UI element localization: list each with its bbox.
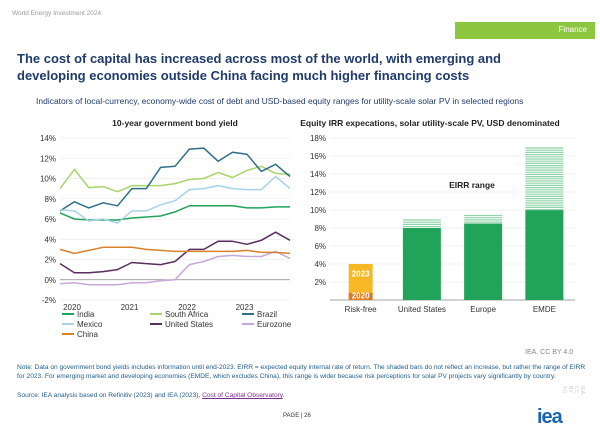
y-tick-label: 10%: [40, 175, 56, 184]
right-chart-title: Equity IRR expecations, solar utility-sc…: [300, 118, 559, 128]
legend-label: Mexico: [77, 320, 103, 329]
legend-label: China: [77, 330, 98, 339]
eirr-range-annotation: EIRR range: [449, 180, 495, 190]
y-tick-label: 8%: [44, 195, 56, 204]
left-chart-title: 10-year government bond yield: [112, 118, 238, 128]
x-tick-label: 2021: [121, 303, 139, 312]
y-tick-label: 14%: [310, 170, 326, 179]
riskfree-2023-label: 2023: [352, 270, 370, 279]
y-tick-label: 2%: [314, 278, 326, 287]
y-tick-label: 8%: [314, 224, 326, 233]
y-tick-label: 16%: [310, 152, 326, 161]
series-line-brazil: [59, 147, 291, 212]
eirr-bar: [525, 210, 564, 300]
y-tick-label: 4%: [44, 235, 56, 244]
riskfree-2020-label: 2020: [352, 292, 370, 301]
y-tick-label: 12%: [40, 154, 56, 163]
eirr-range-bg: [464, 214, 503, 224]
y-tick-label: 14%: [40, 134, 56, 143]
eirr-bar: [464, 223, 503, 300]
eirr-bar: [402, 228, 441, 300]
report-name: World Energy Investment 2024: [12, 10, 102, 17]
x-tick-label: 2023: [236, 303, 254, 312]
page-subtitle: Indicators of local-currency, economy-wi…: [36, 96, 524, 106]
section-tag: Finance: [455, 22, 595, 39]
category-label: EMDE: [533, 305, 556, 314]
series-line-india: [59, 205, 290, 221]
legend-label: Eurozone: [257, 320, 292, 329]
y-tick-label: -2%: [42, 296, 56, 305]
y-tick-label: 4%: [314, 260, 326, 269]
legend-label: South Africa: [165, 310, 209, 319]
page-number: PAGE | 26: [283, 413, 311, 419]
x-tick-label: 2022: [178, 303, 196, 312]
series-line-south-africa: [59, 165, 291, 193]
category-label: Risk-free: [345, 305, 378, 314]
iea-logo: iea: [537, 406, 563, 428]
legend-label: India: [77, 310, 95, 319]
y-tick-label: 2%: [44, 256, 56, 265]
y-tick-label: 6%: [44, 215, 56, 224]
y-tick-label: 10%: [310, 206, 326, 215]
series-line-mexico: [59, 175, 291, 224]
category-label: United States: [398, 305, 446, 314]
series-line-china: [59, 246, 291, 255]
y-tick-label: 18%: [310, 134, 326, 143]
page-title: The cost of capital has increased across…: [17, 51, 501, 83]
y-tick-label: 6%: [314, 242, 326, 251]
source-line: Source: IEA analysis based on Refinitiv …: [17, 392, 284, 399]
riskfree-2020-bar: [348, 292, 373, 300]
x-tick-label: 2020: [63, 303, 81, 312]
legend-label: United States: [165, 320, 213, 329]
source-suffix: .: [282, 392, 285, 399]
source-prefix: Source: IEA analysis based on Refinitiv …: [17, 392, 203, 399]
source-link[interactable]: Cost of Capital Observatory: [202, 392, 283, 399]
y-tick-label: 0%: [44, 276, 56, 285]
charts-canvas: 10-year government bond yield -2% 0% 2% 4% 6%…: [40, 118, 575, 339]
section-label: Finance: [558, 25, 587, 34]
riskfree-2023-bar: [348, 264, 373, 293]
y-tick-label: 12%: [310, 188, 326, 197]
credit: IEA. CC BY 4.0: [525, 349, 574, 356]
footnote: Note: Data on government bond yields inc…: [17, 364, 586, 380]
side-credit: IEA. CC BY 4.0.: [561, 386, 585, 396]
eirr-range-bg: [402, 219, 441, 228]
series-line-eurozone: [59, 250, 291, 286]
category-label: Europe: [470, 305, 496, 314]
series-line-united-states: [59, 231, 291, 274]
legend-label: Brazil: [257, 310, 277, 319]
